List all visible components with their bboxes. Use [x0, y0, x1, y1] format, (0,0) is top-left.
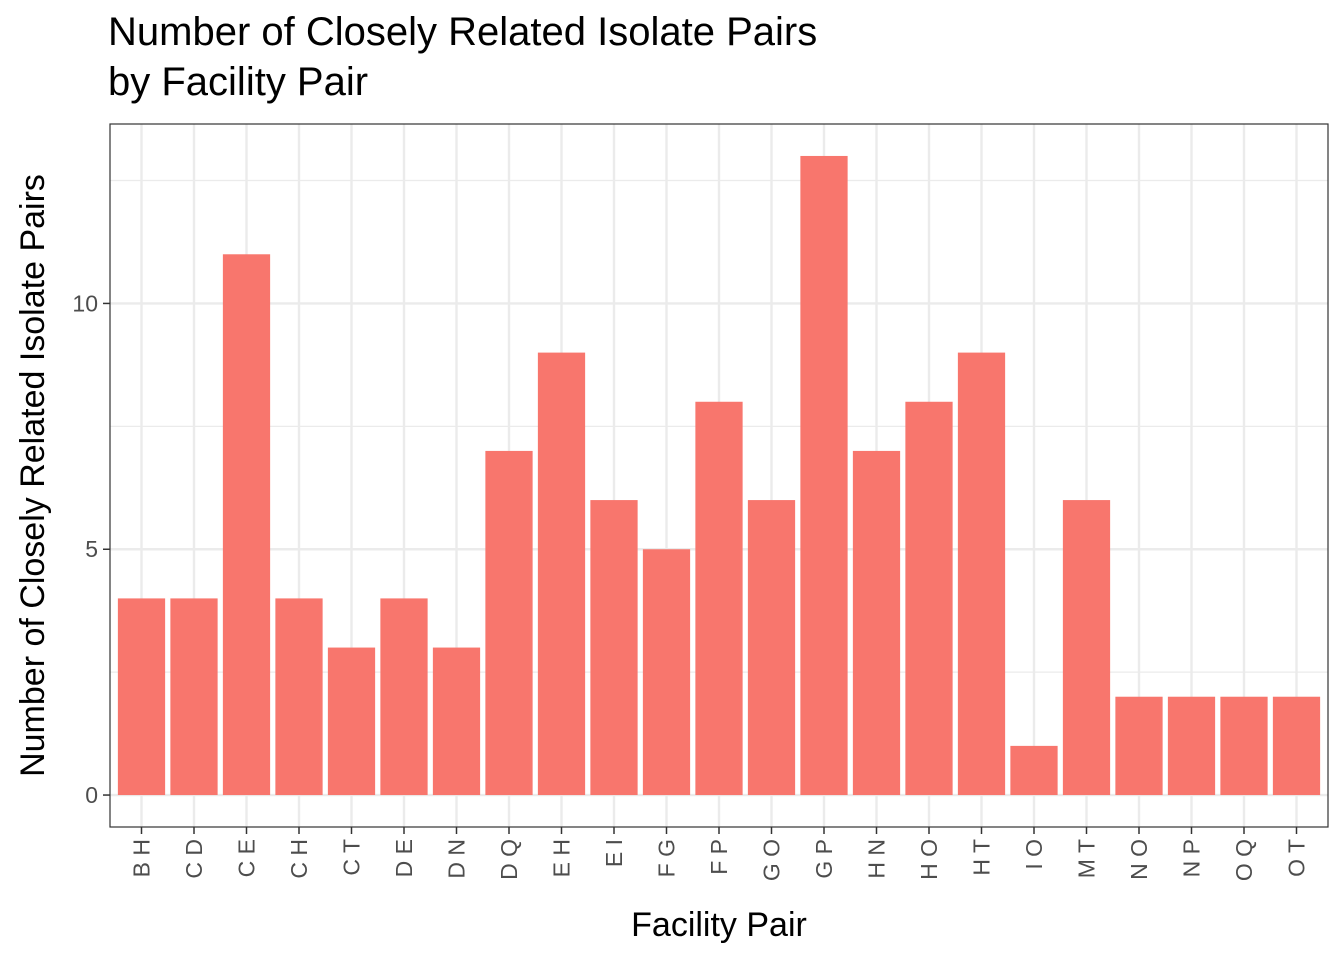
bar [590, 500, 638, 796]
bar [380, 598, 428, 796]
bar [117, 598, 166, 796]
x-tick-label: H O [916, 839, 942, 880]
y-tick-label: 5 [85, 536, 98, 562]
y-axis-ticks: 0 5 10 [72, 290, 110, 808]
x-tick-label: M T [1074, 839, 1100, 878]
chart-title-line-2: by Facility Pair [108, 60, 369, 104]
x-tick-label: D N [444, 839, 470, 879]
x-tick-label: N O [1126, 839, 1152, 880]
bar [1115, 696, 1163, 796]
x-tick-label: C H [286, 839, 312, 879]
x-tick-label: G P [811, 839, 837, 879]
x-tick-label: E H [549, 839, 575, 877]
bar [1167, 696, 1216, 796]
bar [1272, 696, 1321, 796]
x-tick-label: G O [759, 839, 785, 881]
x-tick-label: H N [864, 839, 890, 879]
bars [117, 155, 1321, 796]
bar [432, 647, 481, 796]
bar [1062, 500, 1111, 796]
x-tick-label: O Q [1231, 839, 1257, 881]
x-tick-label: D E [391, 839, 417, 877]
y-tick-label: 0 [85, 782, 98, 808]
x-tick-label: I O [1021, 839, 1047, 870]
x-tick-label: O T [1284, 839, 1310, 877]
bar [537, 352, 586, 796]
x-tick-label: D Q [496, 839, 522, 880]
x-tick-label: C E [234, 839, 260, 877]
x-tick-label: F P [706, 839, 732, 875]
bar [747, 500, 796, 796]
bar [905, 401, 953, 796]
y-axis-title: Number of Closely Related Isolate Pairs [14, 174, 52, 777]
bar [485, 450, 533, 796]
bar [222, 254, 271, 796]
y-tick-label: 10 [72, 290, 98, 316]
x-tick-label: F G [654, 839, 680, 877]
x-tick-label: E I [601, 839, 627, 867]
x-tick-label: C D [181, 839, 207, 879]
bar [957, 352, 1006, 796]
bar [1010, 745, 1058, 796]
bar [170, 598, 218, 796]
bar [800, 155, 848, 796]
x-tick-label: B H [129, 839, 155, 877]
bar [695, 401, 743, 796]
bar [327, 647, 376, 796]
bar [275, 598, 323, 796]
x-tick-label: N P [1179, 839, 1205, 877]
bar [1220, 696, 1268, 796]
x-tick-label: C T [339, 839, 365, 876]
bar [852, 450, 901, 796]
x-axis-title: Facility Pair [631, 906, 807, 944]
x-tick-label: H T [969, 839, 995, 876]
chart-title-line-1: Number of Closely Related Isolate Pairs [108, 10, 818, 54]
bar [642, 549, 691, 796]
